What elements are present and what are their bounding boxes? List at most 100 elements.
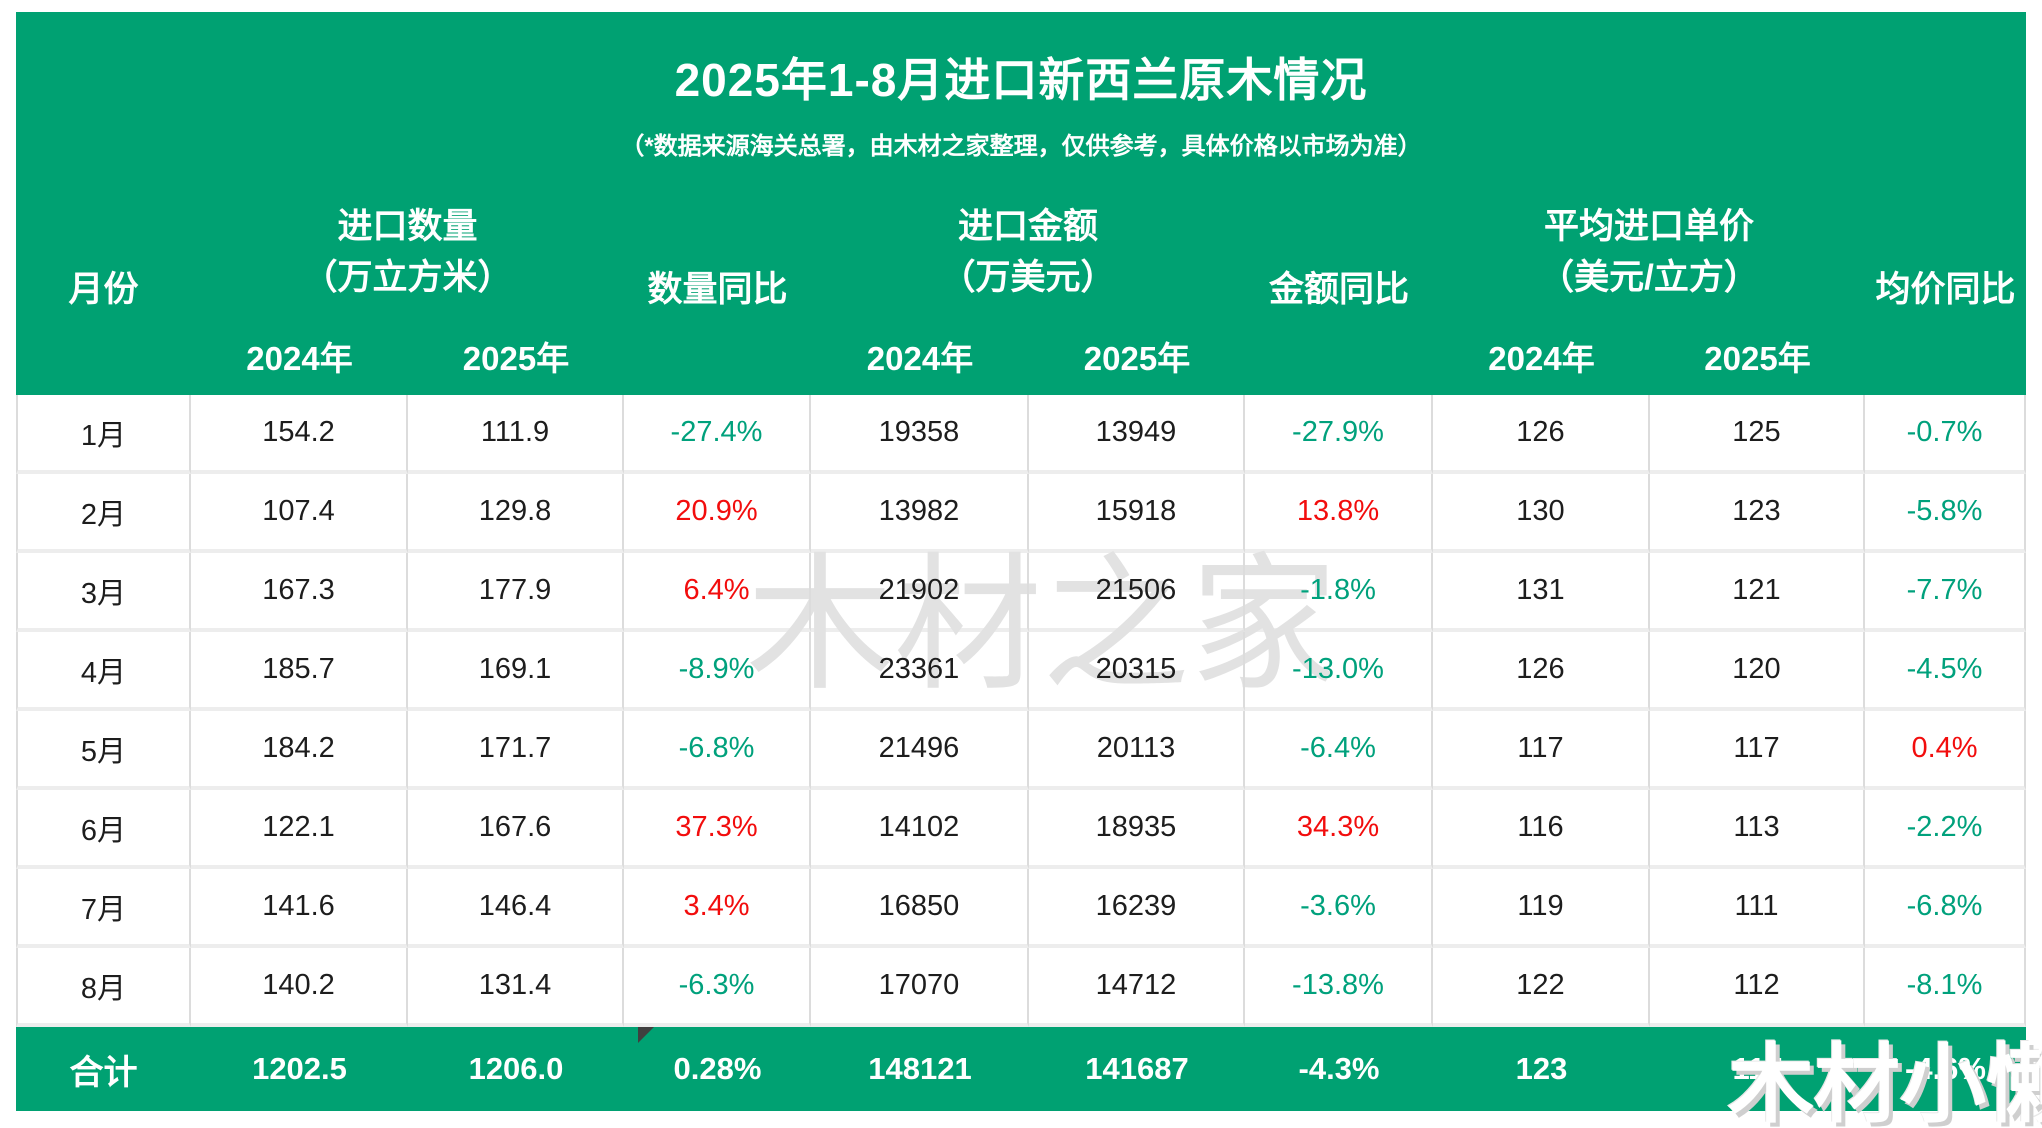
amt-yoy-cell: -6.4% [1245,711,1433,790]
qty-2025-cell: 169.1 [408,632,624,711]
qty-2024-cell: 122.1 [191,790,408,869]
price-yoy-cell: 0.4% [1865,711,2026,790]
year-header-qty-2024: 2024年 [246,340,353,377]
price-2024-cell: 119 [1433,869,1650,948]
total-price-2024-cell: 123 [1515,1051,1568,1086]
year-header-amt-2025: 2025年 [1083,340,1191,377]
price-2024-cell: 126 [1433,632,1650,711]
qty-2024-cell: 140.2 [191,948,408,1027]
qty-2024-cell: 154.2 [191,395,408,474]
table-row: 3月 167.3 177.9 6.4% 21902 21506 -1.8% 13… [16,553,2026,632]
qty-2024-cell: 167.3 [191,553,408,632]
month-cell: 5月 [16,711,191,790]
header-month: 月份 [68,269,139,309]
amt-2024-cell: 16850 [811,869,1029,948]
amt-2024-cell: 13982 [811,474,1029,553]
amt-2025-cell: 13949 [1029,395,1245,474]
amt-2024-cell: 21496 [811,711,1029,790]
month-cell: 3月 [16,553,191,632]
qty-yoy-cell: -27.4% [624,395,811,474]
price-2025-cell: 123 [1650,474,1865,553]
total-amt-2024-cell: 148121 [868,1051,972,1086]
amt-yoy-cell: -13.8% [1245,948,1433,1027]
price-yoy-cell: -2.2% [1865,790,2026,869]
amt-yoy-cell: 13.8% [1245,474,1433,553]
amt-yoy-cell: -13.0% [1245,632,1433,711]
price-2025-cell: 111 [1650,869,1865,948]
amt-2025-cell: 15918 [1029,474,1245,553]
qty-yoy-cell: -6.3% [624,948,811,1027]
header-import-quantity: 进口数量 （万立方米） [191,177,624,317]
amt-2025-cell: 20113 [1029,711,1245,790]
price-2024-cell: 130 [1433,474,1650,553]
table-row: 2月 107.4 129.8 20.9% 13982 15918 13.8% 1… [16,474,2026,553]
qty-2025-cell: 129.8 [408,474,624,553]
amt-yoy-cell: -1.8% [1245,553,1433,632]
qty-yoy-cell: 20.9% [624,474,811,553]
total-amt-yoy-cell: -4.3% [1298,1051,1380,1086]
page-title: 2025年1-8月进口新西兰原木情况 [674,54,1368,106]
price-2024-cell: 117 [1433,711,1650,790]
data-table-body: 1月 154.2 111.9 -27.4% 19358 13949 -27.9%… [16,395,2026,1111]
qty-yoy-cell: -6.8% [624,711,811,790]
total-qty-yoy-cell: 0.28% [673,1051,762,1086]
year-header-price-2024: 2024年 [1488,340,1595,377]
amt-2024-cell: 14102 [811,790,1029,869]
price-2025-cell: 112 [1650,948,1865,1027]
page-subtitle: （*数据来源海关总署，由木材之家整理，仅供参考，具体价格以市场为准） [620,133,1422,160]
amt-2024-cell: 17070 [811,948,1029,1027]
header-avg-unit-price: 平均进口单价 （美元/立方） [1433,177,1865,317]
month-cell: 8月 [16,948,191,1027]
header-import-amount: 进口金额 （万美元） [811,177,1245,317]
total-qty-2025-cell: 1206.0 [468,1051,564,1086]
amt-2025-cell: 18935 [1029,790,1245,869]
table-row: 6月 122.1 167.6 37.3% 14102 18935 34.3% 1… [16,790,2026,869]
header-quantity-yoy: 数量同比 [647,269,788,309]
header-import-quantity-label: 进口数量 [337,207,478,247]
price-2025-cell: 117 [1650,711,1865,790]
qty-2025-cell: 111.9 [408,395,624,474]
table-sheet: 2025年1-8月进口新西兰原木情况 （*数据来源海关总署，由木材之家整理，仅供… [16,12,2042,1128]
header-import-amount-label: 进口金额 [957,207,1098,247]
qty-2025-cell: 171.7 [408,711,624,790]
qty-yoy-cell: 3.4% [624,869,811,948]
qty-yoy-cell: 37.3% [624,790,811,869]
year-header-price-2025: 2025年 [1704,340,1811,377]
price-2024-cell: 122 [1433,948,1650,1027]
cell-corner-marker-triangle [638,1027,654,1043]
header-avg-unit-price-unit: （美元/立方） [1539,258,1759,297]
qty-yoy-cell: -8.9% [624,632,811,711]
header-price-yoy: 均价同比 [1875,269,2016,309]
amt-yoy-cell: -3.6% [1245,869,1433,948]
month-cell: 1月 [16,395,191,474]
amt-2025-cell: 21506 [1029,553,1245,632]
year-header-amt-2024: 2024年 [866,340,974,377]
header-amount-yoy: 金额同比 [1268,269,1409,309]
year-header-qty-2025: 2025年 [462,340,570,377]
price-2024-cell: 126 [1433,395,1650,474]
table-row: 4月 185.7 169.1 -8.9% 23361 20315 -13.0% … [16,632,2026,711]
month-cell: 4月 [16,632,191,711]
table-row: 1月 154.2 111.9 -27.4% 19358 13949 -27.9%… [16,395,2026,474]
qty-2024-cell: 184.2 [191,711,408,790]
month-cell: 6月 [16,790,191,869]
price-yoy-cell: -8.1% [1865,948,2026,1027]
price-yoy-cell: -0.7% [1865,395,2026,474]
table-row: 5月 184.2 171.7 -6.8% 21496 20113 -6.4% 1… [16,711,2026,790]
price-yoy-cell: -5.8% [1865,474,2026,553]
amt-yoy-cell: -27.9% [1245,395,1433,474]
amt-2024-cell: 19358 [811,395,1029,474]
price-2025-cell: 120 [1650,632,1865,711]
total-price-2025-cell: 117 [1732,1051,1783,1086]
header-avg-unit-price-label: 平均进口单价 [1543,207,1754,247]
amt-2025-cell: 20315 [1029,632,1245,711]
qty-2024-cell: 185.7 [191,632,408,711]
amt-2024-cell: 21902 [811,553,1029,632]
price-2024-cell: 116 [1433,790,1650,869]
table-row: 8月 140.2 131.4 -6.3% 17070 14712 -13.8% … [16,948,2026,1027]
qty-yoy-cell: 6.4% [624,553,811,632]
total-price-yoy-cell: -4.6% [1905,1051,1986,1086]
amt-2025-cell: 16239 [1029,869,1245,948]
total-row: 合计 1202.5 1206.0 0.28% 148121 141687 -4.… [16,1027,2026,1111]
